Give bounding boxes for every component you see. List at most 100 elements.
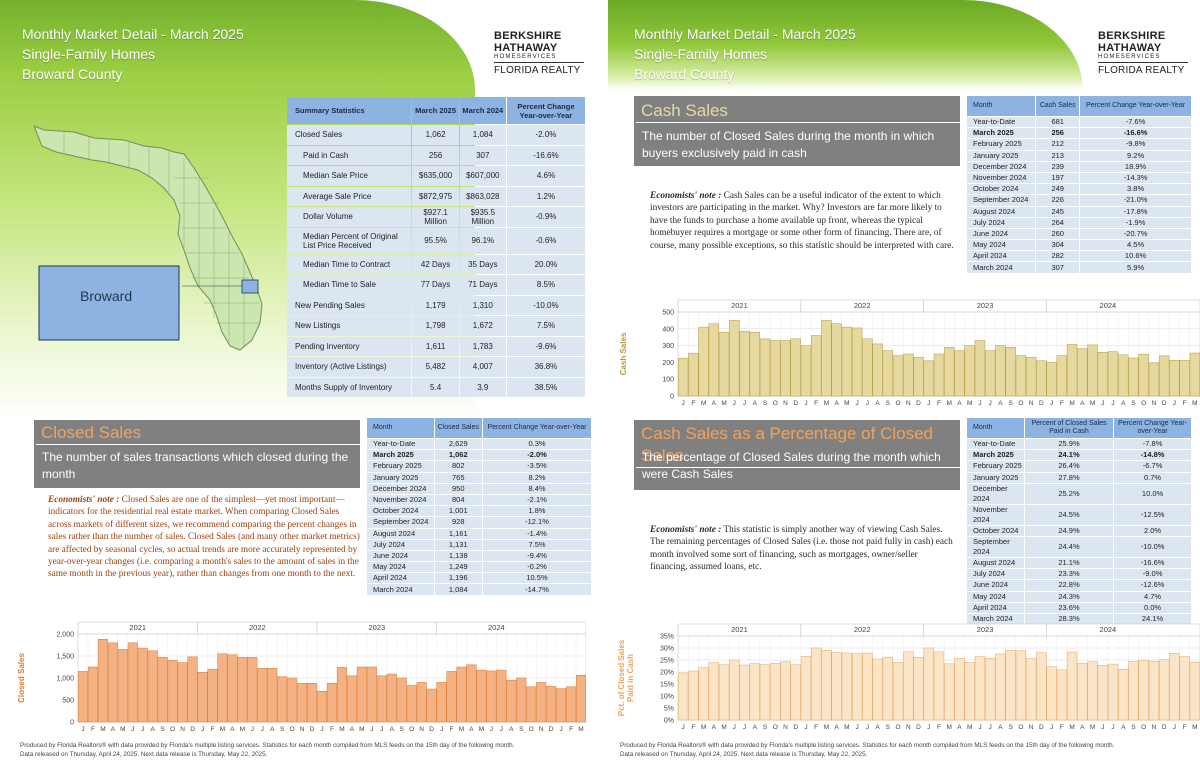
table-cell: February 2025: [967, 139, 1036, 150]
x-tick-label: O: [1018, 400, 1023, 407]
table-header: Closed Sales: [434, 418, 482, 438]
x-tick-label: J: [989, 724, 992, 731]
summary-cell: 1,783: [459, 336, 506, 356]
table-header: Cash Sales: [1036, 96, 1080, 116]
table-cell: November 2024: [967, 504, 1024, 525]
bar: [1046, 666, 1057, 721]
x-tick-label: M: [721, 724, 726, 731]
florida-map: [34, 125, 263, 351]
summary-cell: 1,611: [412, 336, 459, 356]
bar: [1015, 355, 1027, 397]
bar: [964, 662, 975, 721]
x-tick-label: S: [400, 726, 405, 733]
summary-label: Closed Sales: [287, 125, 412, 145]
x-tick-label: S: [763, 400, 768, 407]
x-tick-label: M: [967, 724, 972, 731]
page-left: Monthly Market Detail - March 2025 Singl…: [0, 0, 592, 776]
x-tick-label: J: [855, 400, 858, 407]
table-row: March 2024 307 5.9%: [967, 262, 1191, 273]
x-tick-label: J: [743, 724, 746, 731]
x-tick-label: A: [875, 400, 880, 407]
table-cell: 1,062: [434, 450, 482, 461]
table-cell: March 2024: [967, 262, 1036, 273]
logo-line3: HOMESERVICES: [494, 54, 584, 63]
summary-cell: 1,084: [459, 125, 506, 145]
table-cell: 256: [1036, 128, 1080, 139]
x-tick-label: J: [1173, 400, 1176, 407]
bar: [317, 690, 328, 723]
x-tick-label: O: [170, 726, 175, 733]
table-cell: 25.9%: [1024, 439, 1114, 450]
x-tick-label: S: [160, 726, 165, 733]
summary-cell: $927.1 Million: [412, 207, 459, 227]
table-cell: 10.6%: [1080, 251, 1191, 262]
x-tick-label: A: [712, 724, 717, 731]
bar: [749, 663, 760, 721]
bar: [107, 642, 118, 723]
bar: [1179, 360, 1190, 397]
year-label: 2022: [854, 301, 871, 310]
bar: [780, 340, 791, 397]
summary-cell: 35 Days: [459, 254, 506, 274]
logo-line4: FLORIDA REALTY: [494, 65, 581, 76]
x-tick-label: M: [844, 724, 849, 731]
bar: [1077, 348, 1088, 397]
table-cell: 264: [1036, 217, 1080, 228]
x-tick-label: D: [916, 400, 921, 407]
bar: [882, 350, 893, 397]
summary-cell: $607,000: [459, 166, 506, 186]
table-cell: -1.4%: [482, 528, 591, 539]
bar: [1015, 650, 1027, 721]
table-header: Month: [367, 418, 434, 438]
table-cell: 282: [1036, 251, 1080, 262]
table-cell: 2.0%: [1114, 525, 1191, 536]
table-row: July 2024 1,131 7.5%: [367, 539, 591, 550]
x-tick-label: F: [814, 400, 818, 407]
y-tick-label: 100: [662, 377, 674, 384]
table-row: August 2024 245 -17.8%: [967, 206, 1191, 217]
x-tick-label: O: [290, 726, 295, 733]
cash-pct-title: Cash Sales as a Percentage of Closed Sal…: [636, 423, 960, 468]
note-label: Economists' note :: [650, 191, 722, 201]
x-tick-label: D: [793, 724, 798, 731]
table-row: Year-to-Date 25.9% -7.8%: [967, 439, 1191, 450]
x-tick-label: J: [141, 726, 144, 733]
table-cell: 10.0%: [1114, 483, 1191, 504]
table-cell: 8.4%: [482, 483, 591, 494]
bar: [708, 662, 719, 721]
table-header: Percent of Closed Sales Paid in Cash: [1024, 418, 1114, 438]
x-tick-label: J: [201, 726, 204, 733]
x-tick-label: S: [1131, 724, 1136, 731]
x-tick-label: A: [111, 726, 116, 733]
bar: [892, 662, 904, 721]
table-cell: September 2024: [367, 517, 434, 528]
x-tick-label: J: [733, 724, 736, 731]
x-tick-label: N: [783, 724, 788, 731]
bar: [841, 652, 853, 721]
summary-cell: -0.6%: [506, 227, 585, 254]
summary-cell: 1,062: [412, 125, 459, 145]
y-tick-label: 0: [670, 394, 674, 401]
summary-cell: 71 Days: [459, 275, 506, 295]
bar: [97, 639, 108, 723]
x-tick-label: M: [1069, 400, 1074, 407]
y-tick-label: 25%: [660, 658, 674, 665]
bar: [974, 656, 986, 721]
y-tick-label: 10%: [660, 694, 674, 701]
x-tick-label: F: [1183, 724, 1187, 731]
x-tick-label: A: [350, 726, 355, 733]
x-tick-label: J: [261, 726, 264, 733]
bar: [1066, 344, 1078, 397]
x-tick-label: J: [440, 726, 443, 733]
x-tick-label: O: [409, 726, 414, 733]
bar: [903, 651, 914, 721]
table-cell: -2.1%: [482, 494, 591, 506]
bar: [376, 675, 387, 723]
bar: [718, 664, 730, 721]
summary-row: Median Percent of Original List Price Re…: [287, 227, 585, 254]
brand-logo: BERKSHIRE HATHAWAY HOMESERVICES FLORIDA …: [1098, 30, 1188, 76]
table-cell: 197: [1036, 172, 1080, 184]
x-tick-label: D: [793, 400, 798, 407]
table-cell: April 2024: [967, 602, 1024, 613]
table-cell: April 2024: [367, 573, 434, 584]
